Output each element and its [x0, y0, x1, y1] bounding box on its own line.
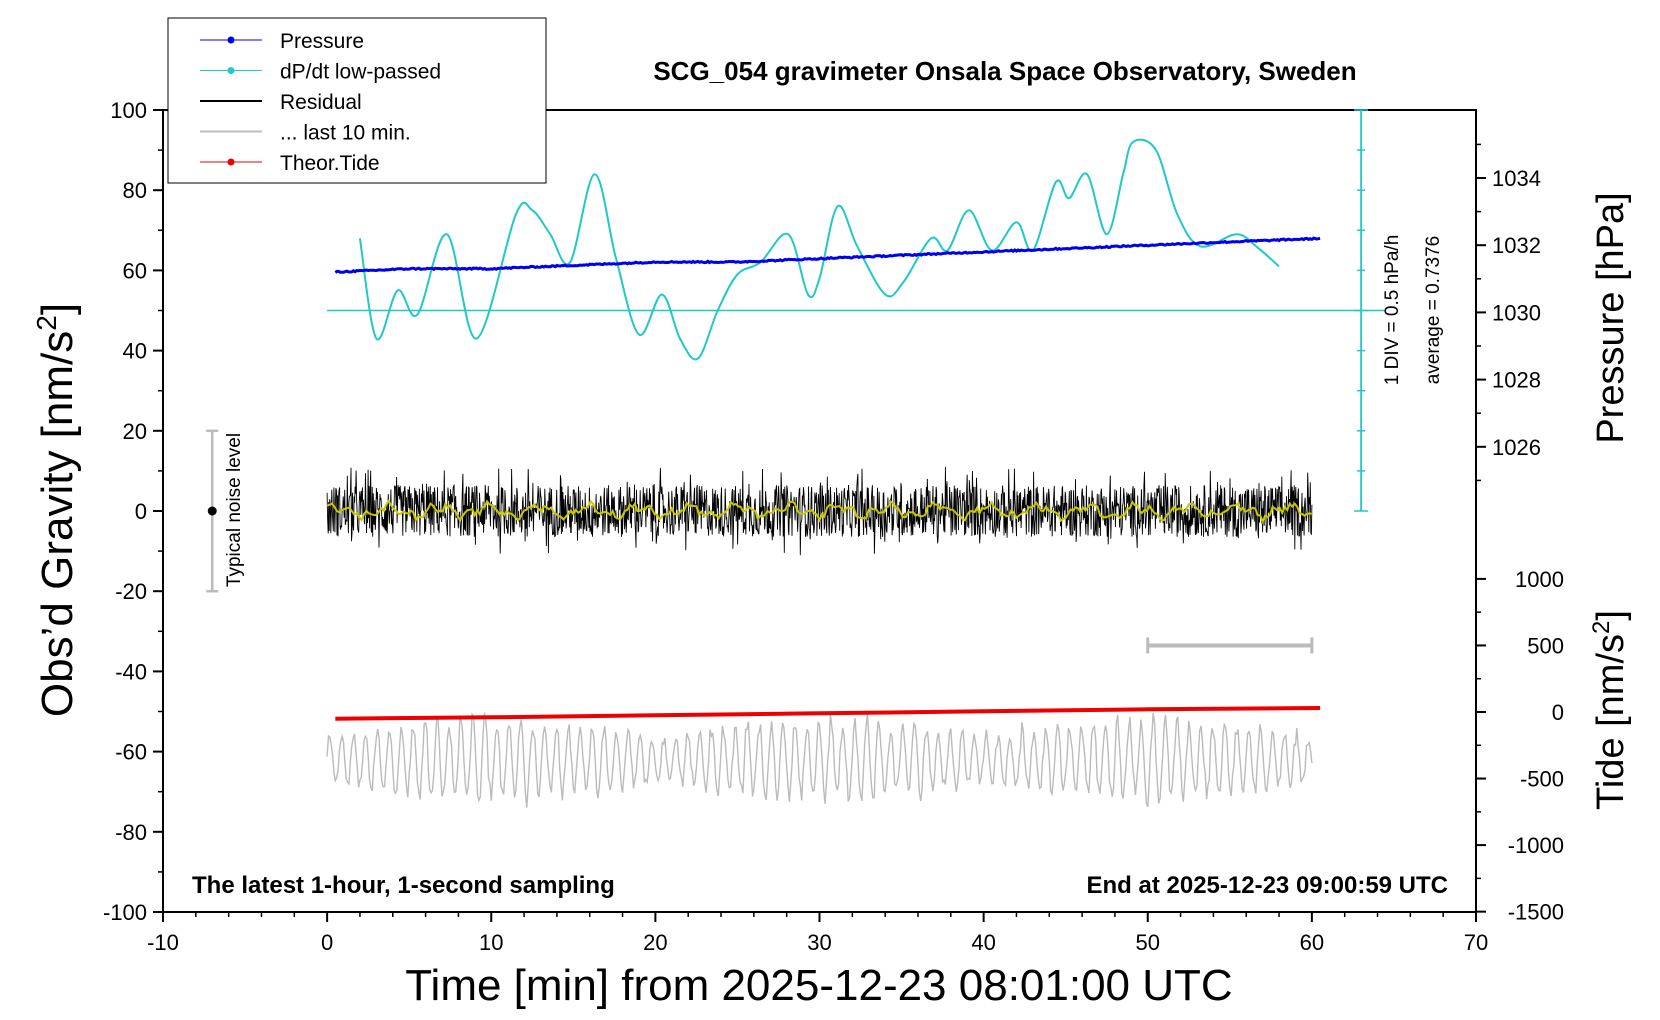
- legend-label: Theor.Tide: [280, 152, 380, 175]
- y-tick-label-left: -40: [115, 659, 147, 684]
- series-dpdt-line: [358, 138, 1280, 361]
- y-tick-label-pressure: 1030: [1492, 300, 1541, 325]
- annotation-left: The latest 1-hour, 1-second sampling: [192, 872, 615, 899]
- y-tick-label-tide: 0: [1552, 700, 1564, 725]
- legend-label: dP/dt low-passed: [280, 61, 441, 84]
- x-tick-label: 10: [479, 930, 503, 955]
- x-tick-label: 40: [971, 930, 995, 955]
- legend-marker: [227, 158, 235, 166]
- y-tick-label-left: -100: [103, 900, 147, 925]
- y-tick-label-left: 0: [135, 499, 147, 524]
- y-tick-label-left: 40: [123, 339, 147, 364]
- y-tick-label-tide: -1500: [1508, 900, 1564, 925]
- legend: Pressure dP/dt low-passed Residual ... last…: [167, 17, 547, 184]
- pressure-scale-label-div: 1 DIV = 0.5 hPa/h: [1382, 235, 1403, 386]
- series-tide-line: [335, 706, 1321, 721]
- noise-bar-label: Typical noise level: [224, 433, 245, 587]
- chart-title: SCG_054 gravimeter Onsala Space Observat…: [653, 56, 1356, 86]
- pressure-scale-label-average: average = 0.7376: [1423, 236, 1444, 384]
- y-tick-label-pressure: 1034: [1492, 166, 1541, 191]
- legend-marker: [227, 36, 235, 44]
- x-tick-label: 30: [807, 930, 831, 955]
- y-axis-title-pressure: Pressure [hPa]: [1590, 192, 1632, 443]
- y-tick-label-pressure: 1026: [1492, 435, 1541, 460]
- x-tick-label: 0: [321, 930, 333, 955]
- legend-marker: [227, 67, 235, 74]
- x-tick-label: 70: [1464, 930, 1488, 955]
- x-tick-label: -10: [147, 930, 179, 955]
- y-axis-title-tide: Tide [nm/s2]: [1588, 610, 1632, 810]
- legend-label: Pressure: [280, 30, 364, 53]
- legend-items: Pressure dP/dt low-passed Residual ... last…: [200, 30, 441, 175]
- series-layer: [206, 109, 1386, 808]
- y-axis-title-left: Obs’d Gravity [nm/s2]: [31, 303, 82, 717]
- y-tick-label-tide: 500: [1527, 633, 1564, 658]
- y-tick-label-left: -60: [115, 740, 147, 765]
- y-tick-label-left: 80: [123, 178, 147, 203]
- series-residual-line: [326, 466, 1313, 556]
- y-axis-title-tide-sup: 2: [1588, 621, 1615, 634]
- y-tick-label-left: 20: [123, 419, 147, 444]
- y-tick-label-tide: -1000: [1508, 833, 1564, 858]
- y-tick-label-left: -20: [115, 579, 147, 604]
- y-tick-label-left: 60: [123, 258, 147, 283]
- x-tick-label: 50: [1136, 930, 1160, 955]
- x-tick-label: 60: [1300, 930, 1324, 955]
- legend-label: ... last 10 min.: [280, 122, 411, 145]
- y-tick-label-pressure: 1028: [1492, 368, 1541, 393]
- x-tick-label: 20: [643, 930, 667, 955]
- x-axis-title: Time [min] from 2025-12-23 08:01:00 UTC: [405, 961, 1232, 1010]
- annotation-right: End at 2025-12-23 09:00:59 UTC: [1087, 872, 1449, 899]
- y-tick-label-left: 100: [110, 98, 147, 123]
- series-pressure-line: [334, 236, 1321, 274]
- series-last10-line: [326, 712, 1313, 808]
- y-axis-title-left-sup: 2: [31, 315, 62, 331]
- y-tick-label-pressure: 1032: [1492, 233, 1541, 258]
- axes-layer: -10 0 10 20 30 40 50 60 70100806040200-20-40-60-…: [103, 98, 1564, 955]
- legend-label: Residual: [280, 91, 362, 114]
- y-tick-label-left: -80: [115, 820, 147, 845]
- y-tick-label-tide: -500: [1520, 767, 1564, 792]
- noise-bar-center-point: [207, 506, 217, 516]
- series-residual-smoothed-line: [326, 499, 1313, 525]
- y-tick-label-tide: 1000: [1515, 567, 1564, 592]
